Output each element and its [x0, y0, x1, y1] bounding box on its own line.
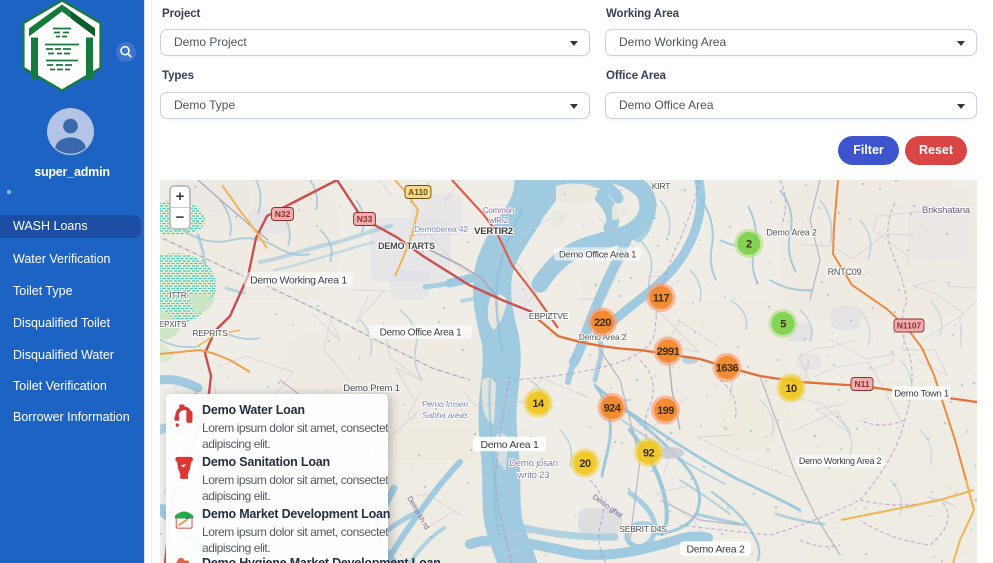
svg-text:Demo Prem 1: Demo Prem 1 — [343, 383, 399, 394]
svg-text:199: 199 — [657, 405, 674, 417]
svg-text:BEPXITS: BEPXITS — [160, 320, 186, 329]
svg-text:EBPIZTVE: EBPIZTVE — [529, 311, 569, 321]
svg-text:Demo Office Area 1: Demo Office Area 1 — [380, 328, 462, 339]
svg-text:117: 117 — [653, 293, 670, 305]
svg-text:DEMO TARTS: DEMO TARTS — [378, 241, 435, 251]
svg-text:Pemo Imsen: Pemo Imsen — [422, 399, 468, 409]
svg-text:wlR 2: wlR 2 — [488, 216, 509, 225]
svg-text:Demo Town 1: Demo Town 1 — [894, 388, 949, 399]
svg-text:N11: N11 — [854, 379, 869, 389]
svg-text:Brikshatana: Brikshatana — [922, 205, 971, 216]
svg-text:Demo josan: Demo josan — [509, 458, 558, 469]
svg-text:924: 924 — [604, 403, 622, 415]
svg-text:Sabha areas: Sabha areas — [422, 410, 469, 420]
svg-text:Demo Office Area 1: Demo Office Area 1 — [559, 249, 636, 260]
svg-text:REPRITS: REPRITS — [192, 328, 228, 338]
svg-text:220: 220 — [594, 317, 611, 329]
svg-text:10: 10 — [785, 383, 797, 395]
svg-text:SEBRIT D4S: SEBRIT D4S — [619, 524, 667, 534]
svg-text:Demoberea 42: Demoberea 42 — [414, 224, 468, 234]
svg-text:5: 5 — [780, 319, 786, 331]
svg-text:14: 14 — [532, 398, 545, 410]
svg-text:Demo Area 1: Demo Area 1 — [481, 439, 539, 451]
svg-text:writo 23: writo 23 — [517, 470, 550, 481]
svg-text:VERTIR2: VERTIR2 — [474, 226, 513, 237]
svg-text:N33: N33 — [357, 214, 373, 224]
svg-text:KIRT: KIRT — [652, 181, 670, 191]
svg-text:Common: Common — [483, 206, 514, 215]
svg-text:Demo Working Area 2: Demo Working Area 2 — [799, 456, 881, 466]
svg-text:A110: A110 — [408, 187, 428, 197]
svg-text:1636: 1636 — [716, 363, 739, 375]
svg-text:20: 20 — [579, 458, 591, 470]
svg-text:RNTC09: RNTC09 — [828, 267, 862, 277]
svg-text:2991: 2991 — [657, 346, 680, 358]
svg-text:Demo Working Area 1: Demo Working Area 1 — [250, 274, 347, 286]
svg-text:ITTR: ITTR — [170, 291, 187, 300]
svg-text:92: 92 — [643, 448, 655, 460]
svg-text:Demo Area 2: Demo Area 2 — [579, 332, 627, 342]
svg-text:2: 2 — [746, 239, 752, 251]
svg-text:Demo Area 2: Demo Area 2 — [687, 543, 745, 555]
svg-text:N1107: N1107 — [897, 321, 922, 331]
svg-text:Demo Area 2: Demo Area 2 — [766, 228, 817, 238]
svg-text:N32: N32 — [275, 209, 291, 219]
